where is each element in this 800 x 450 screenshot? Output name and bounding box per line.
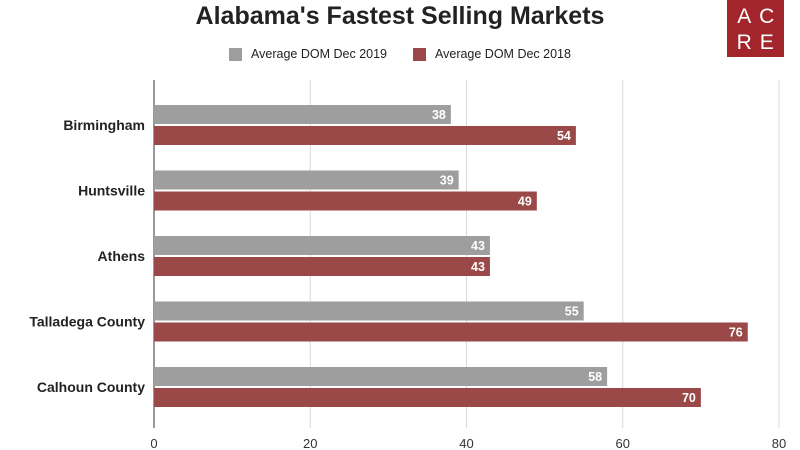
bar	[154, 322, 748, 342]
bar	[154, 367, 608, 386]
bar	[154, 236, 490, 255]
logo-letter: C	[759, 5, 775, 29]
bar	[154, 105, 451, 124]
legend-swatch	[229, 47, 243, 61]
category-label: Huntsville	[78, 183, 145, 199]
bar	[154, 170, 459, 190]
logo-letter: A	[737, 5, 752, 29]
acre-logo: A C R E	[727, 0, 784, 57]
labels: 0 20 40 60 80 Birmingham 38 54 Huntsville 39 49 Ath…	[29, 108, 786, 450]
category-label: Birmingham	[63, 117, 145, 133]
x-tick-label: 40	[459, 436, 473, 450]
bar-value-label: 38	[432, 108, 446, 122]
x-tick-label: 80	[772, 436, 786, 450]
bar-value-label: 70	[682, 391, 696, 405]
bar	[154, 388, 701, 407]
chart-title: Alabama's Fastest Selling Markets	[195, 2, 605, 30]
legend-swatch	[413, 47, 426, 61]
bar	[154, 257, 490, 276]
category-label: Calhoun County	[37, 379, 145, 395]
legend-item: Average DOM Dec 2018	[413, 47, 571, 61]
bar-value-label: 43	[471, 239, 485, 253]
bar	[154, 126, 576, 145]
logo-letter: E	[759, 30, 774, 54]
bar	[154, 301, 584, 321]
legend-label: Average DOM Dec 2018	[435, 47, 571, 61]
bar	[154, 191, 537, 211]
bar-value-label: 58	[588, 370, 602, 384]
bar-value-label: 54	[557, 129, 571, 143]
bar-value-label: 49	[518, 195, 532, 209]
legend: Average DOM Dec 2019 Average DOM Dec 2018	[0, 47, 800, 61]
x-tick-label: 20	[303, 436, 317, 450]
legend-label: Average DOM Dec 2019	[251, 47, 387, 61]
bar-value-label: 76	[729, 326, 743, 340]
bar-value-label: 43	[471, 260, 485, 274]
x-tick-label: 60	[616, 436, 630, 450]
x-tick-label: 0	[150, 436, 157, 450]
logo-letter: R	[736, 30, 752, 54]
bars	[154, 105, 748, 407]
legend-item: Average DOM Dec 2019	[229, 47, 387, 61]
category-label: Talladega County	[29, 314, 145, 330]
category-label: Athens	[98, 248, 146, 264]
bar-value-label: 39	[440, 174, 454, 188]
bar-value-label: 55	[565, 305, 579, 319]
